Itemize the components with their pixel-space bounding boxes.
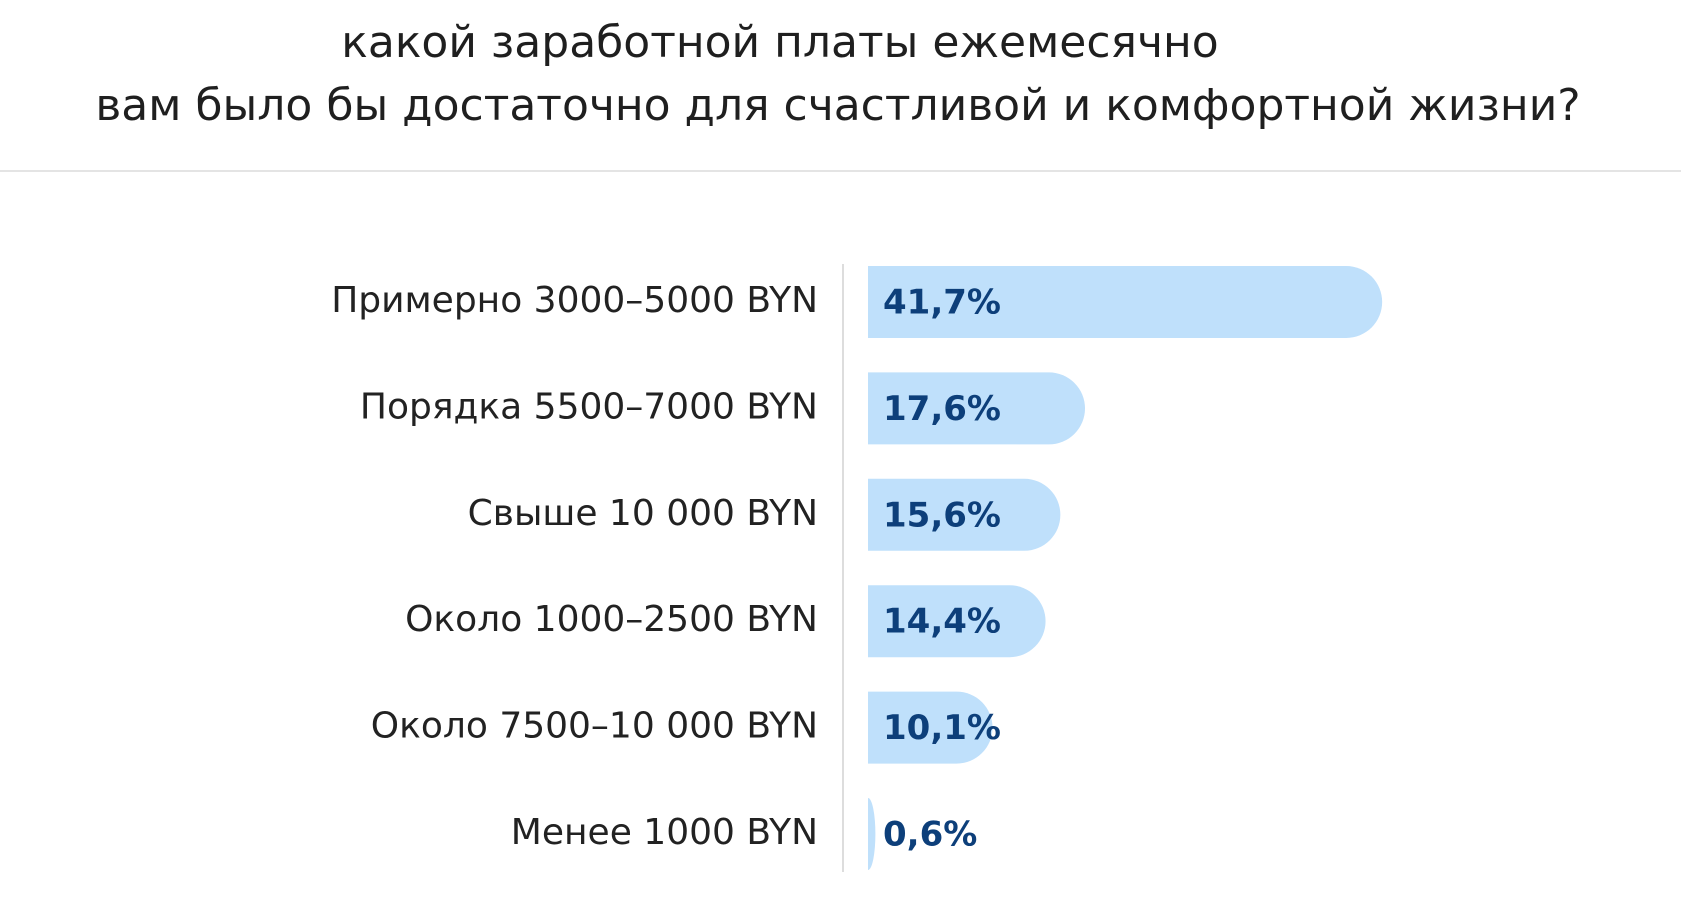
category-label: Порядка 5500–7000 BYN xyxy=(360,386,818,427)
value-label: 0,6% xyxy=(883,815,977,855)
chart-title: вам было бы достаточно для счастливой и … xyxy=(95,80,1580,131)
value-label: 17,6% xyxy=(883,389,1001,429)
category-label: Свыше 10 000 BYN xyxy=(468,493,818,534)
category-label: Около 1000–2500 BYN xyxy=(405,599,818,640)
bar xyxy=(868,372,1086,445)
bar xyxy=(868,478,1061,551)
value-label: 15,6% xyxy=(883,495,1001,535)
chart-title: какой заработной платы ежемесячно xyxy=(341,17,1218,68)
bar xyxy=(868,798,876,870)
bar xyxy=(868,585,1046,658)
category-label: Менее 1000 BYN xyxy=(511,812,818,853)
category-label: Примерно 3000–5000 BYN xyxy=(331,280,818,321)
value-label: 41,7% xyxy=(883,283,1001,323)
value-label: 14,4% xyxy=(883,602,1001,642)
value-label: 10,1% xyxy=(883,708,1001,748)
category-label: Около 7500–10 000 BYN xyxy=(371,706,818,747)
bar xyxy=(868,266,1383,338)
bar xyxy=(868,691,993,764)
